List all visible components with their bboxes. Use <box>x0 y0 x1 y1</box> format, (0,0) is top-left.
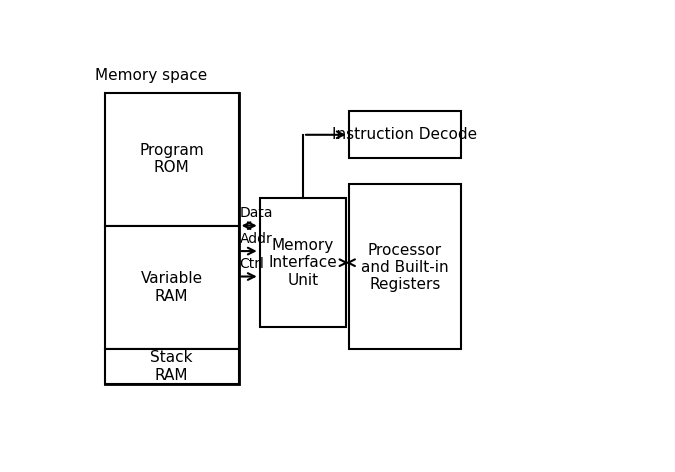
Text: Stack
RAM: Stack RAM <box>151 350 193 383</box>
Text: Data: Data <box>240 206 273 220</box>
Text: Addr: Addr <box>240 232 273 245</box>
FancyBboxPatch shape <box>348 111 461 159</box>
Text: Variable
RAM: Variable RAM <box>140 271 202 303</box>
Text: Memory
Interface
Unit: Memory Interface Unit <box>269 238 338 287</box>
FancyBboxPatch shape <box>348 184 461 349</box>
Text: Program
ROM: Program ROM <box>139 143 204 175</box>
Text: Processor
and Built-in
Registers: Processor and Built-in Registers <box>361 243 449 292</box>
Text: Instruction Decode: Instruction Decode <box>333 127 478 142</box>
FancyBboxPatch shape <box>105 226 239 349</box>
FancyBboxPatch shape <box>105 349 239 384</box>
FancyBboxPatch shape <box>260 198 346 328</box>
FancyBboxPatch shape <box>105 93 239 226</box>
Text: Memory space: Memory space <box>95 67 207 83</box>
FancyBboxPatch shape <box>105 93 239 384</box>
Text: Ctrl: Ctrl <box>240 257 265 271</box>
